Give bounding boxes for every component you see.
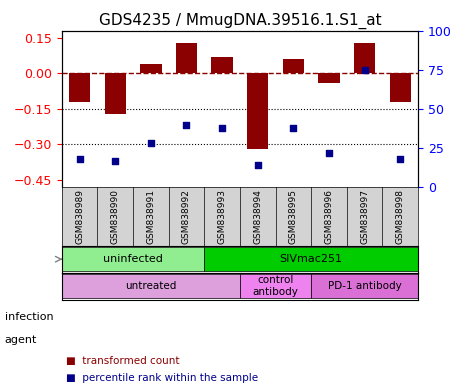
FancyBboxPatch shape <box>311 274 418 298</box>
Text: GSM838995: GSM838995 <box>289 189 298 244</box>
Point <box>289 125 297 131</box>
Text: agent: agent <box>5 335 37 345</box>
Text: ■  transformed count: ■ transformed count <box>66 356 180 366</box>
FancyBboxPatch shape <box>62 274 240 298</box>
Text: PD-1 antibody: PD-1 antibody <box>328 281 401 291</box>
Text: GSM838993: GSM838993 <box>218 189 227 244</box>
Bar <box>318 73 340 83</box>
Text: ■  percentile rank within the sample: ■ percentile rank within the sample <box>66 373 258 383</box>
Point <box>147 140 155 146</box>
FancyBboxPatch shape <box>204 247 418 271</box>
Text: uninfected: uninfected <box>103 254 163 264</box>
Text: untreated: untreated <box>125 281 177 291</box>
Bar <box>283 59 304 73</box>
Point <box>76 156 84 162</box>
Point <box>254 162 261 168</box>
Title: GDS4235 / MmugDNA.39516.1.S1_at: GDS4235 / MmugDNA.39516.1.S1_at <box>99 13 381 29</box>
Text: GSM838989: GSM838989 <box>75 189 84 244</box>
Bar <box>390 73 411 102</box>
Point <box>111 157 119 164</box>
Point <box>182 121 190 127</box>
Point <box>396 156 404 162</box>
Bar <box>211 57 233 73</box>
Point <box>218 125 226 131</box>
Bar <box>104 73 126 114</box>
Bar <box>69 73 90 102</box>
Text: GSM838994: GSM838994 <box>253 189 262 244</box>
Text: GSM838998: GSM838998 <box>396 189 405 244</box>
Text: control
antibody: control antibody <box>253 275 298 297</box>
Bar <box>140 64 162 73</box>
Text: SIVmac251: SIVmac251 <box>280 254 342 264</box>
FancyBboxPatch shape <box>62 247 204 271</box>
Bar <box>354 43 375 73</box>
Point <box>361 67 369 73</box>
Text: GSM838990: GSM838990 <box>111 189 120 244</box>
Point <box>325 150 332 156</box>
Text: GSM838996: GSM838996 <box>324 189 333 244</box>
Bar <box>176 43 197 73</box>
Text: GSM838997: GSM838997 <box>360 189 369 244</box>
Text: GSM838992: GSM838992 <box>182 189 191 244</box>
Text: infection: infection <box>5 312 53 322</box>
Bar <box>247 73 268 149</box>
Text: GSM838991: GSM838991 <box>146 189 155 244</box>
FancyBboxPatch shape <box>240 274 311 298</box>
